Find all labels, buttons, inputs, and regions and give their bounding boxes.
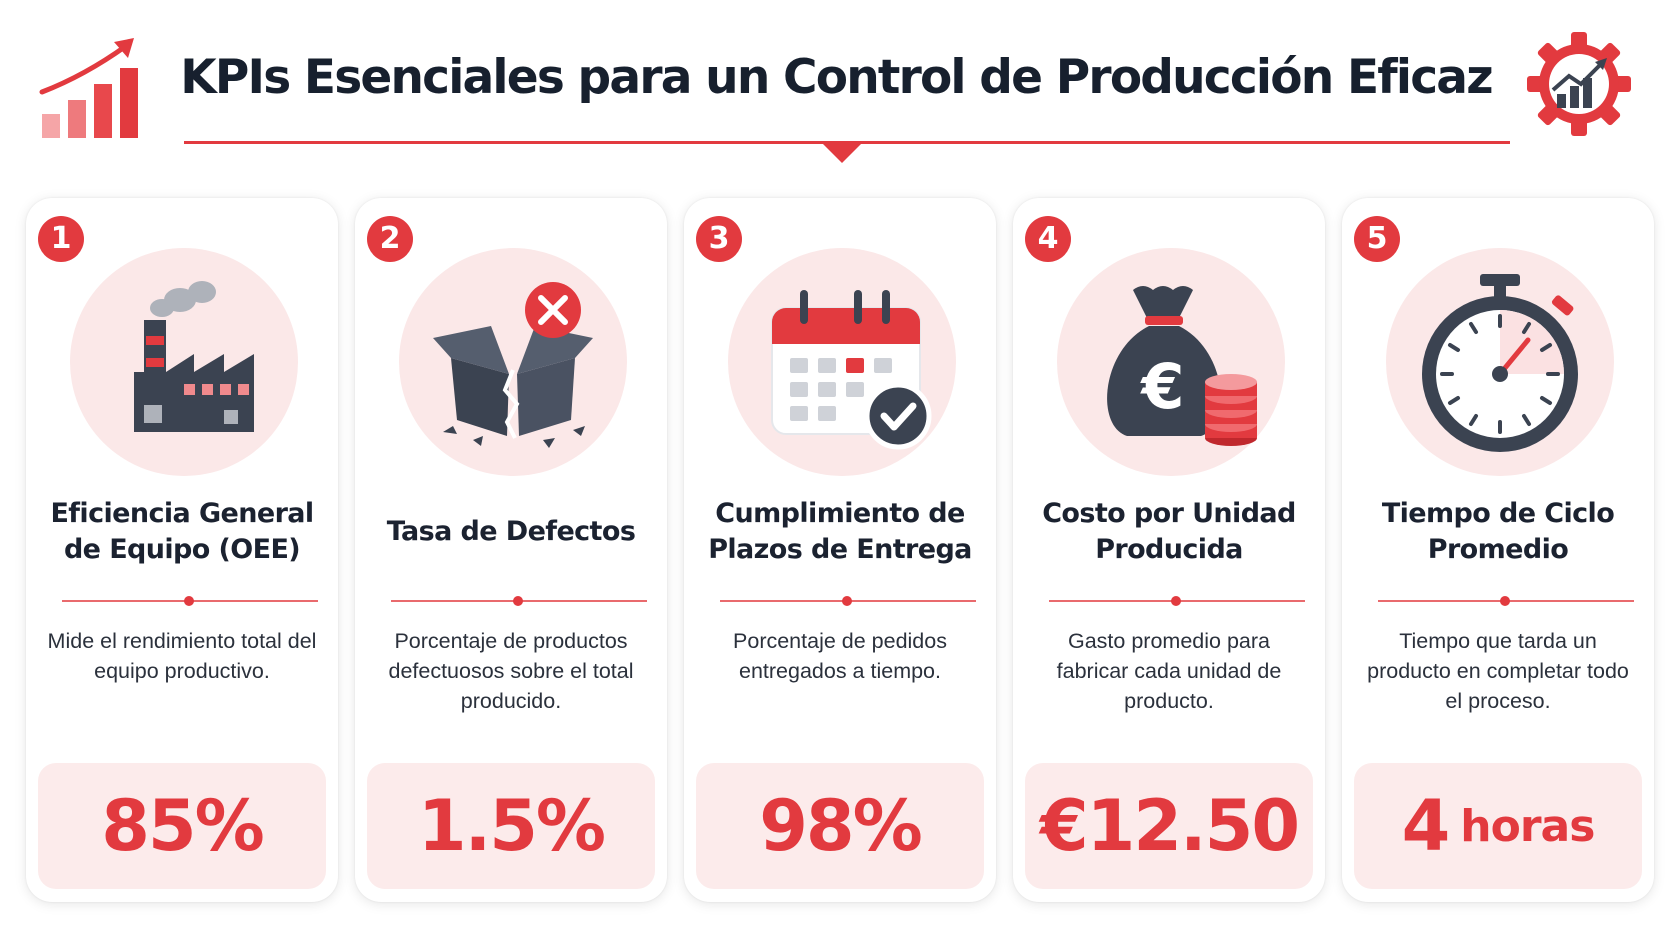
card-divider-dot: [184, 596, 194, 606]
card-title: Eficiencia General de Equipo (OEE): [50, 498, 314, 565]
kpi-value-number: 4: [1401, 785, 1451, 867]
card-divider-dot: [513, 596, 523, 606]
kpi-card-delivery: 3 Cumplimiento de Plazos de Entrega Porc…: [684, 198, 996, 902]
card-number-badge: 4: [1025, 216, 1071, 262]
kpi-value: 85%: [38, 763, 326, 889]
card-description: Tiempo que tarda un producto en completa…: [1367, 629, 1629, 713]
card-title: Tasa de Defectos: [386, 516, 636, 547]
kpi-value-box: 85%: [38, 763, 326, 889]
card-divider-dot: [1171, 596, 1181, 606]
gear-chart-icon: [1527, 32, 1631, 136]
kpi-value-box: 1.5%: [367, 763, 655, 889]
kpi-value-number: 85%: [101, 785, 265, 867]
card-divider-dot: [842, 596, 852, 606]
kpi-value-box: 98%: [696, 763, 984, 889]
card-number-badge: 5: [1354, 216, 1400, 262]
card-title: Costo por Unidad Producida: [1042, 498, 1296, 565]
kpi-value: 98%: [696, 763, 984, 889]
kpi-value-box: €12.50: [1025, 763, 1313, 889]
calendar-check-icon: [771, 290, 932, 450]
card-number-badge: 2: [367, 216, 413, 262]
kpi-card-oee: 1 Eficiencia General de Equipo (OEE) Mid…: [26, 198, 338, 902]
card-title: Cumplimiento de Plazos de Entrega: [708, 498, 972, 565]
kpi-value-number: 1.5%: [417, 785, 606, 867]
card-divider-dot: [1500, 596, 1510, 606]
card-number-badge: 3: [696, 216, 742, 262]
kpi-value: 4 horas: [1354, 763, 1642, 889]
kpi-value-number: 98%: [759, 785, 923, 867]
factory-icon: [134, 281, 254, 432]
kpi-card-unit-cost: 4 € Costo por Unidad Producida Gasto pro…: [1013, 198, 1325, 902]
kpi-value-unit: horas: [1460, 800, 1595, 852]
kpi-card-cycle-time: 5 Tiempo de Ciclo Promedio Tiempo que ta…: [1342, 198, 1654, 902]
svg-text:€: €: [1139, 350, 1184, 423]
title-divider: [184, 141, 1510, 144]
kpi-card-defect-rate: 2 Tasa de Defectos Porcentaje de product…: [355, 198, 667, 902]
kpi-value-number: €12.50: [1039, 785, 1300, 867]
title-divider-pointer: [822, 143, 862, 163]
broken-box-icon: [433, 282, 593, 448]
kpi-value-box: 4 horas: [1354, 763, 1642, 889]
money-bag-euro-icon: €: [1107, 286, 1257, 446]
card-title: Tiempo de Ciclo Promedio: [1381, 498, 1615, 565]
kpi-value: 1.5%: [367, 763, 655, 889]
growth-bar-chart-icon: [39, 38, 138, 138]
card-number-badge: 1: [38, 216, 84, 262]
kpi-value: €12.50: [1025, 763, 1313, 889]
page-title: KPIs Esenciales para un Control de Produ…: [180, 50, 1493, 105]
card-description: Porcentaje de productos defectuosos sobr…: [388, 629, 634, 713]
card-description: Gasto promedio para fabricar cada unidad…: [1056, 629, 1282, 713]
stopwatch-icon: [1422, 274, 1578, 452]
card-description: Mide el rendimiento total del equipo pro…: [47, 629, 317, 683]
card-description: Porcentaje de pedidos entregados a tiemp…: [733, 629, 947, 683]
